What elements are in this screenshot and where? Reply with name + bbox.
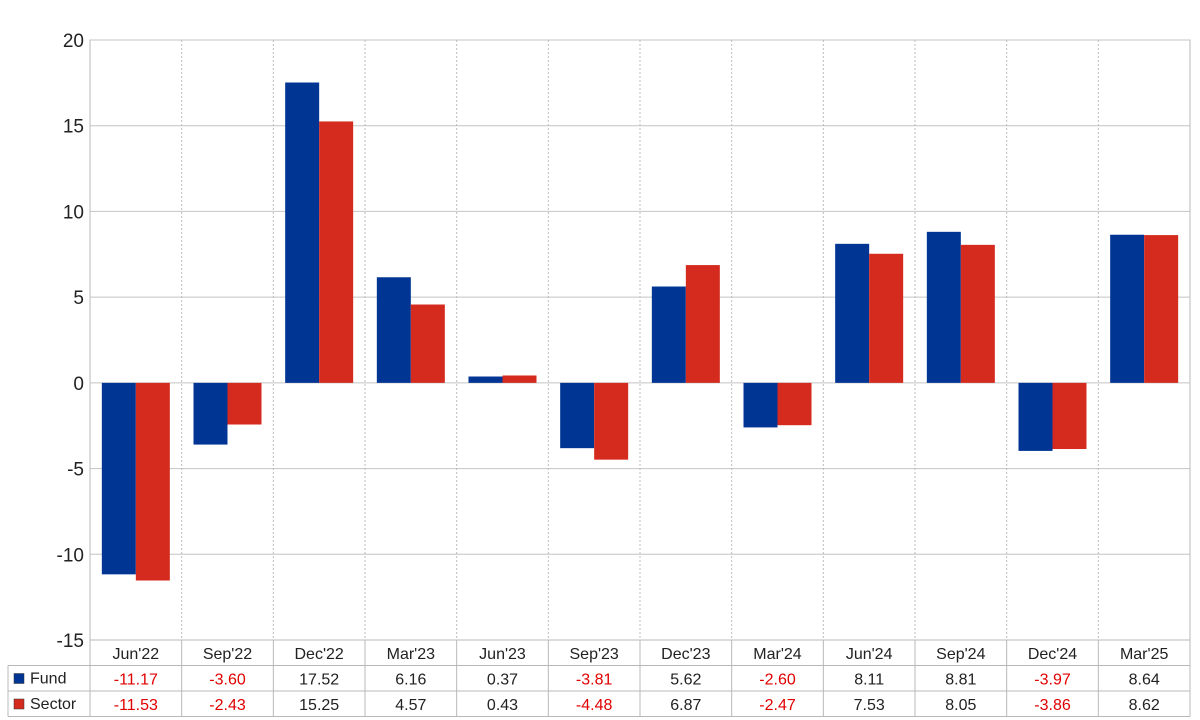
bar-fund	[1110, 234, 1145, 383]
data-label: -3.86	[1034, 697, 1071, 714]
y-tick-label: 5	[73, 288, 84, 309]
data-label: 6.87	[670, 697, 701, 714]
legend-swatch-sector	[13, 698, 25, 710]
data-label: 8.64	[1129, 672, 1160, 689]
category-label: Sep'23	[570, 646, 619, 663]
bar-fund	[743, 382, 778, 428]
bar-sector	[1144, 235, 1179, 383]
data-label: -4.48	[576, 697, 613, 714]
y-tick-label: -5	[67, 460, 84, 481]
category-label: Dec'24	[1028, 646, 1077, 663]
legend-swatch-fund	[13, 673, 25, 684]
bar-sector	[1052, 382, 1087, 450]
category-label: Sep'22	[203, 646, 252, 663]
bar-fund	[560, 382, 595, 449]
bar-sector	[594, 382, 629, 460]
y-tick-label: -10	[57, 545, 84, 566]
legend-label-sector: Sector	[30, 696, 77, 713]
data-label: 15.25	[299, 697, 339, 714]
bar-sector	[869, 253, 904, 383]
data-label: 8.81	[945, 672, 976, 689]
y-tick-label: 10	[63, 202, 84, 223]
bar-sector	[319, 121, 354, 383]
data-label: -3.60	[209, 672, 246, 689]
category-label: Jun'23	[479, 646, 526, 663]
y-tick-label: 0	[73, 374, 84, 395]
data-label: -11.17	[114, 672, 158, 689]
bar-sector	[227, 382, 262, 425]
bar-fund	[651, 286, 686, 383]
category-label: Dec'23	[661, 646, 710, 663]
category-label: Dec'22	[295, 646, 344, 663]
data-label: -2.60	[759, 672, 796, 689]
data-label: 0.37	[487, 672, 518, 689]
bar-sector	[502, 375, 537, 383]
legend-label-fund: Fund	[30, 671, 66, 688]
data-label: 17.52	[299, 672, 339, 689]
bar-sector	[960, 244, 995, 383]
data-label: 6.16	[395, 672, 426, 689]
category-label: Mar'25	[1120, 646, 1169, 663]
data-label: 5.62	[670, 672, 701, 689]
y-tick-label: 20	[63, 31, 84, 52]
bar-sector	[777, 382, 812, 426]
bar-fund	[926, 231, 961, 383]
y-tick-label: 15	[63, 117, 84, 138]
bar-sector	[685, 265, 720, 383]
bar-fund	[835, 243, 870, 383]
data-label: 8.11	[854, 672, 884, 689]
bar-fund	[193, 382, 228, 445]
data-label: 8.05	[945, 697, 976, 714]
category-label: Mar'24	[753, 646, 802, 663]
category-label: Mar'23	[387, 646, 436, 663]
data-label: 0.43	[487, 697, 518, 714]
data-label: -2.47	[759, 697, 796, 714]
category-label: Jun'22	[113, 646, 160, 663]
data-label: 7.53	[854, 697, 885, 714]
bar-sector	[135, 382, 170, 581]
category-label: Sep'24	[936, 646, 985, 663]
data-label: -3.81	[576, 672, 613, 689]
bar-fund	[376, 277, 411, 383]
data-label: -11.53	[114, 697, 158, 714]
bar-sector	[410, 304, 445, 383]
category-label: Jun'24	[846, 646, 893, 663]
bar-fund	[468, 376, 503, 383]
y-tick-label: -15	[57, 631, 84, 652]
data-label: -3.97	[1034, 672, 1071, 689]
data-label: -2.43	[209, 697, 246, 714]
bar-fund	[101, 382, 136, 575]
data-label: 8.62	[1129, 697, 1160, 714]
bar-fund	[1018, 382, 1053, 451]
bar-fund	[285, 82, 320, 383]
data-label: 4.57	[395, 697, 426, 714]
